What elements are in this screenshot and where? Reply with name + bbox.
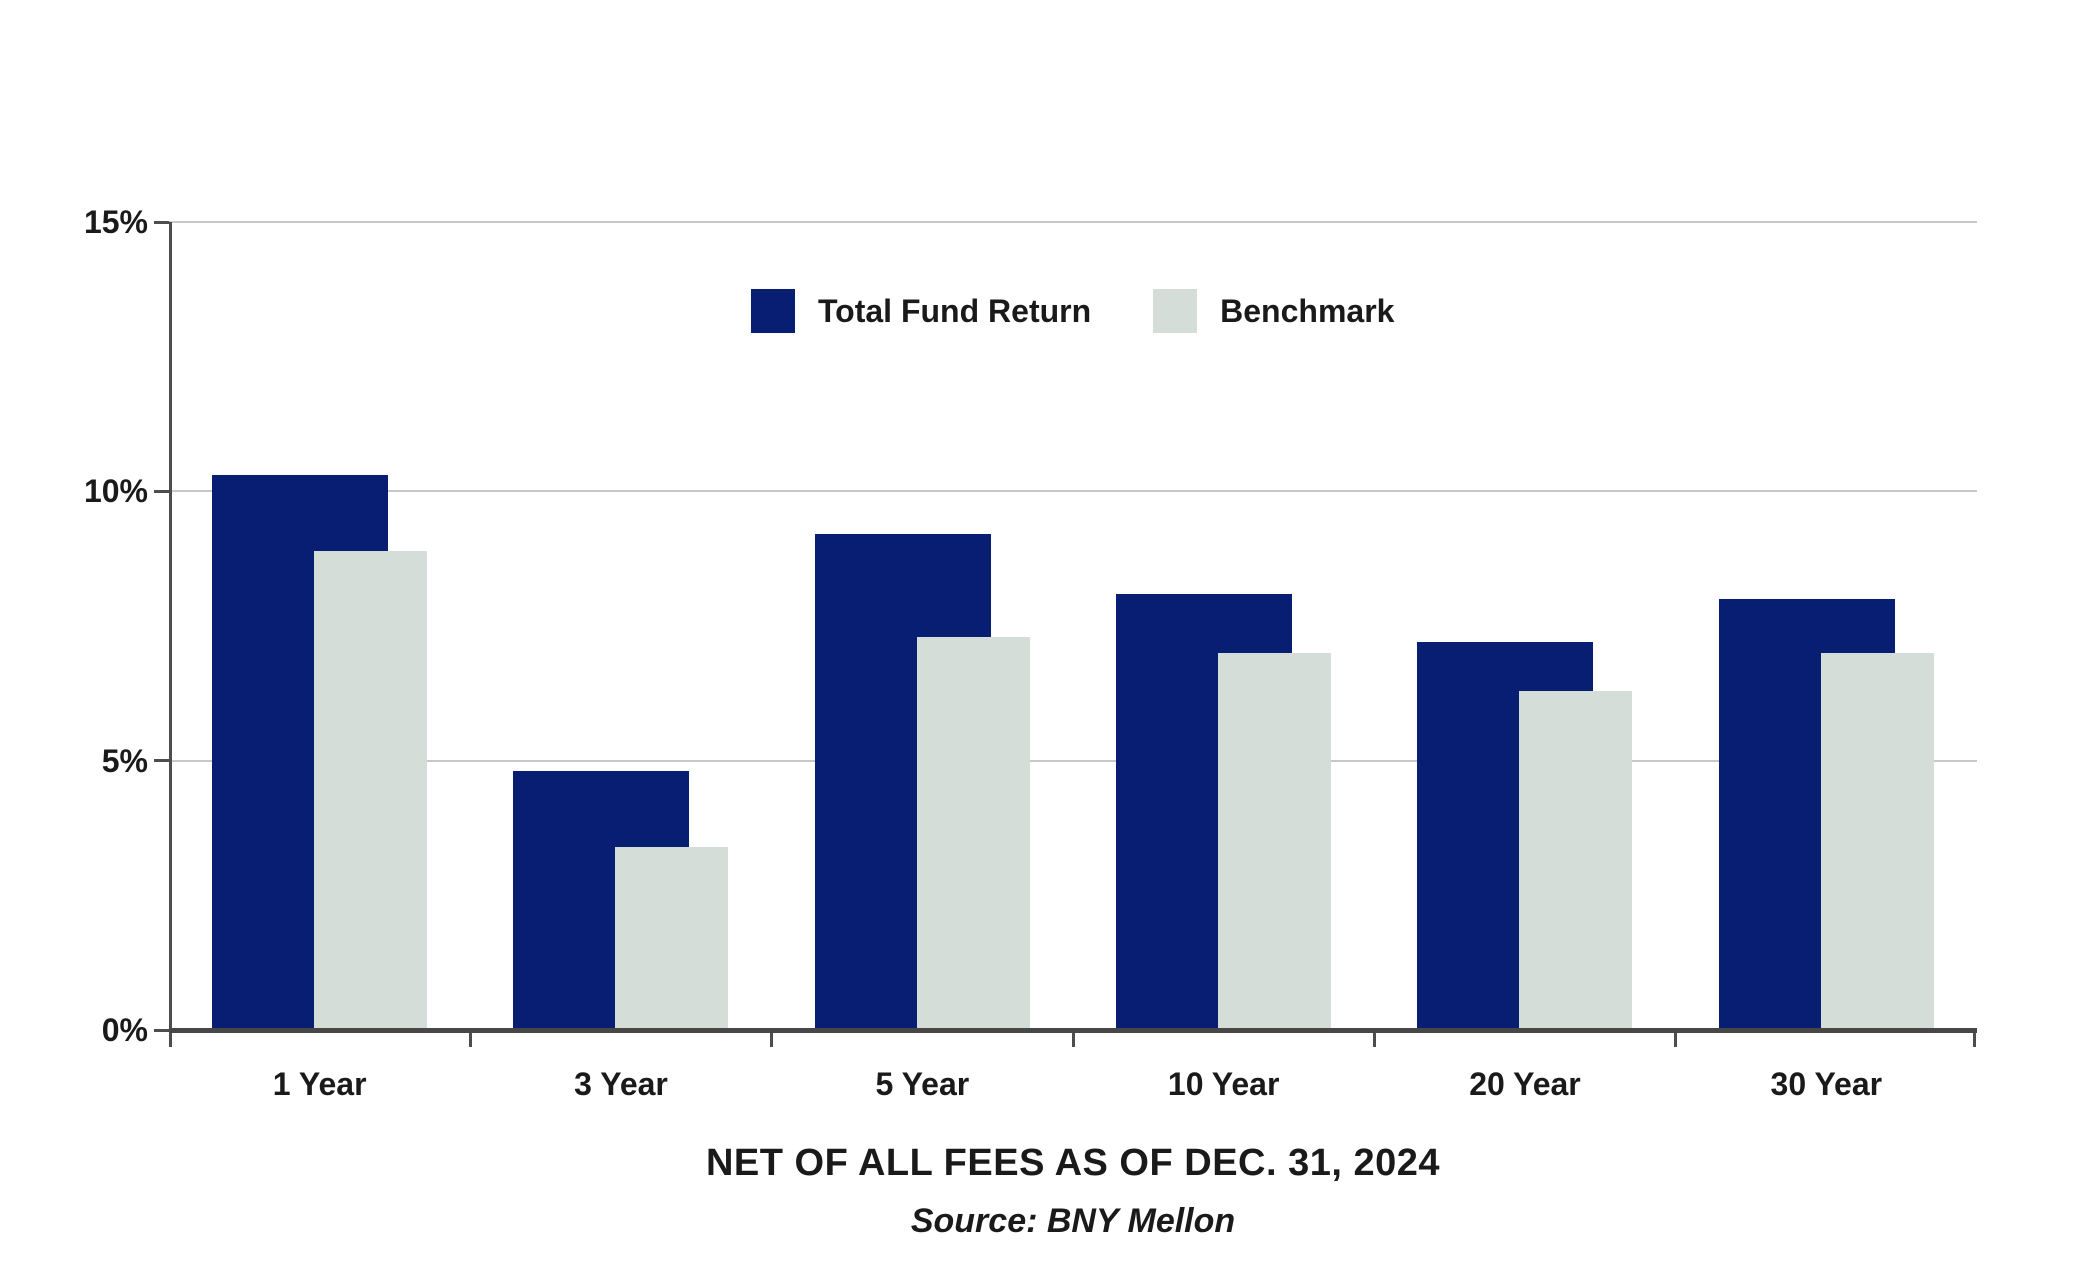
x-axis-tick-4	[1372, 1033, 1376, 1047]
gridline-5pct	[169, 759, 1977, 762]
bar-benchmark-1-year	[314, 550, 427, 1030]
x-axis-label-20-year: 20 Year	[1469, 1066, 1581, 1102]
gridline-10pct	[169, 490, 1977, 493]
legend-item-total-fund-return: Total Fund Return	[751, 289, 1091, 333]
y-axis-label-0pct: 0%	[101, 1012, 148, 1048]
bar-benchmark-20-year	[1519, 690, 1633, 1030]
bar-benchmark-5-year	[916, 636, 1030, 1030]
y-axis-label-10pct: 10%	[83, 473, 148, 510]
x-axis-line	[169, 1028, 1977, 1033]
bar-benchmark-10-year	[1218, 652, 1331, 1030]
y-axis-label-15pct: 15%	[83, 204, 148, 240]
x-axis-tick-1	[468, 1033, 472, 1047]
y-axis-tick-0pct	[154, 1028, 169, 1032]
y-axis-line	[169, 222, 172, 1032]
x-axis-label-5-year: 5 Year	[875, 1066, 970, 1102]
chart-caption: NET OF ALL FEES AS OF DEC. 31, 2024	[705, 1142, 1441, 1184]
x-axis-tick-0	[169, 1033, 172, 1047]
legend-label-benchmark: Benchmark	[1220, 293, 1395, 329]
x-axis-tick-3	[1071, 1033, 1075, 1047]
y-axis-label-5pct: 5%	[101, 742, 148, 779]
plot-area	[169, 221, 1977, 1030]
y-axis-tick-15pct	[154, 220, 169, 224]
chart-source: Source: BNY Mellon	[910, 1202, 1236, 1240]
x-axis-label-10-year: 10 Year	[1167, 1066, 1280, 1102]
chart-legend: Total Fund Return Benchmark	[751, 289, 1394, 333]
bar-benchmark-30-year	[1820, 652, 1934, 1030]
gridline-15pct	[169, 221, 1977, 223]
x-axis-label-30-year: 30 Year	[1770, 1066, 1883, 1102]
bar-benchmark-3-year	[615, 846, 729, 1030]
x-axis-label-3-year: 3 Year	[574, 1066, 668, 1102]
x-axis-tick-6	[1972, 1033, 1976, 1047]
x-axis-tick-5	[1674, 1033, 1678, 1047]
x-axis-label-1-year: 1 Year	[272, 1066, 367, 1102]
legend-swatch-benchmark	[1153, 289, 1198, 333]
legend-swatch-total-fund-return	[751, 289, 795, 333]
legend-item-benchmark: Benchmark	[1153, 289, 1394, 333]
y-axis-tick-10pct	[154, 489, 169, 493]
y-axis-tick-5pct	[154, 759, 169, 763]
x-axis-tick-2	[770, 1033, 774, 1047]
legend-label-total-fund-return: Total Fund Return	[818, 293, 1092, 329]
